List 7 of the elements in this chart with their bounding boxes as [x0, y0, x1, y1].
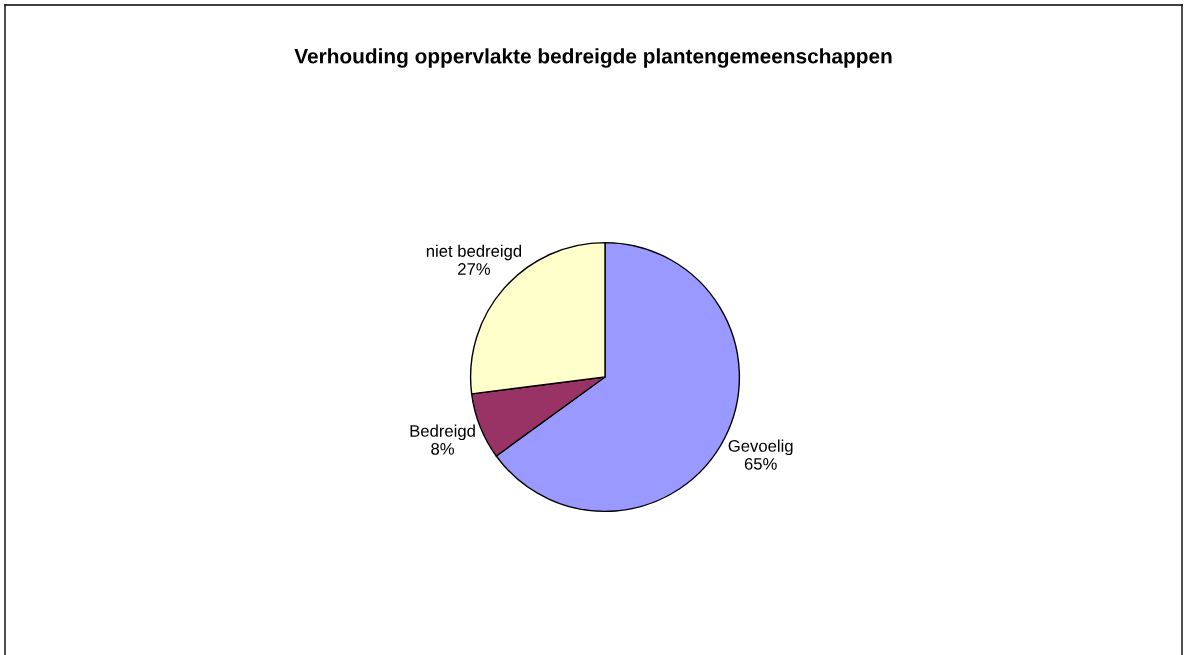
data-label: 8%: [431, 442, 454, 455]
data-label: 65%: [744, 457, 777, 470]
slice-label: Bedreigd: [410, 424, 475, 441]
slice-label: Gevoelig: [728, 439, 793, 456]
slice-label: niet bedreigd: [426, 244, 522, 261]
chart-title: Verhouding oppervlakte bedreigde plantengemeenschappen: [294, 48, 892, 68]
data-label: 27%: [458, 263, 491, 275]
